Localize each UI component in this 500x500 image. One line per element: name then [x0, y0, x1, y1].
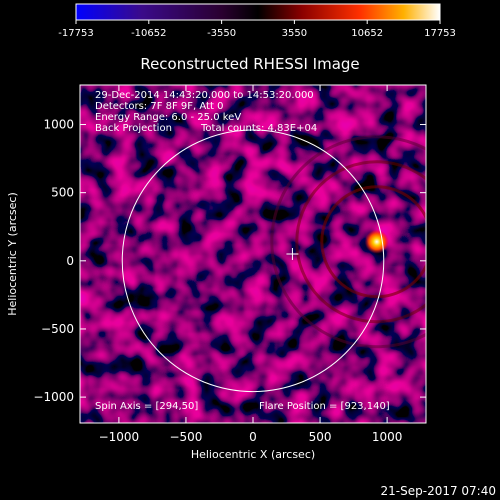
colorbar-tick-label: 3550: [282, 28, 307, 39]
x-tick-label: 500: [309, 430, 332, 444]
y-axis-label: Heliocentric Y (arcsec): [6, 192, 19, 316]
sidelobe-ring: [320, 185, 426, 299]
spin-axis-label: Spin Axis = [294,50]: [95, 401, 198, 412]
info-energy-range: Energy Range: 6.0 - 25.0 keV: [95, 112, 241, 123]
colorbar-tick-label: 17753: [424, 28, 456, 39]
info-method: Back Projection: [95, 123, 172, 134]
y-axis-ticks: −1000 −500 0 500 1000: [33, 118, 426, 404]
flare-position-label: Flare Position = [923,140]: [259, 401, 390, 412]
colorbar-ticks: -17753 -10652 -3550 3550 10652 17753: [58, 20, 456, 39]
x-tick-label: −1000: [99, 430, 140, 444]
y-tick-label: 1000: [43, 118, 74, 132]
chart-title: Reconstructed RHESSI Image: [140, 55, 359, 73]
y-tick-label: 0: [66, 254, 74, 268]
spin-axis-marker: [286, 248, 299, 260]
colorbar-strip: [75, 3, 441, 21]
colorbar: -17753 -10652 -3550 3550 10652 17753: [58, 3, 456, 39]
sidelobe-ring: [295, 160, 426, 324]
y-tick-label: −500: [41, 322, 74, 336]
colorbar-tick-label: -17753: [58, 28, 93, 39]
flare-source: [364, 229, 389, 254]
x-tick-label: 0: [249, 430, 257, 444]
colorbar-tick-label: -10652: [131, 28, 166, 39]
info-time-range: 29-Dec-2014 14:43:20.000 to 14:53:20.000: [95, 90, 314, 101]
x-tick-label: 1000: [372, 430, 403, 444]
y-tick-label: 500: [51, 186, 74, 200]
solar-disk-limb: [121, 129, 385, 393]
colorbar-tick-label: -3550: [207, 28, 236, 39]
info-detectors: Detectors: 7F 8F 9F, Att 0: [95, 101, 223, 112]
x-axis-ticks: −1000 −500 0 500 1000: [99, 85, 403, 444]
footer-timestamp: 21-Sep-2017 07:40: [381, 484, 496, 498]
x-tick-label: −500: [169, 430, 202, 444]
colorbar-tick-label: 10652: [351, 28, 383, 39]
x-axis-label: Heliocentric X (arcsec): [191, 448, 315, 461]
plot-area: [80, 85, 426, 423]
y-tick-label: −1000: [33, 390, 74, 404]
emission-pattern: [80, 85, 426, 423]
info-total-counts: Total counts: 4.83E+04: [200, 123, 317, 134]
sidelobe-ring: [270, 135, 426, 349]
